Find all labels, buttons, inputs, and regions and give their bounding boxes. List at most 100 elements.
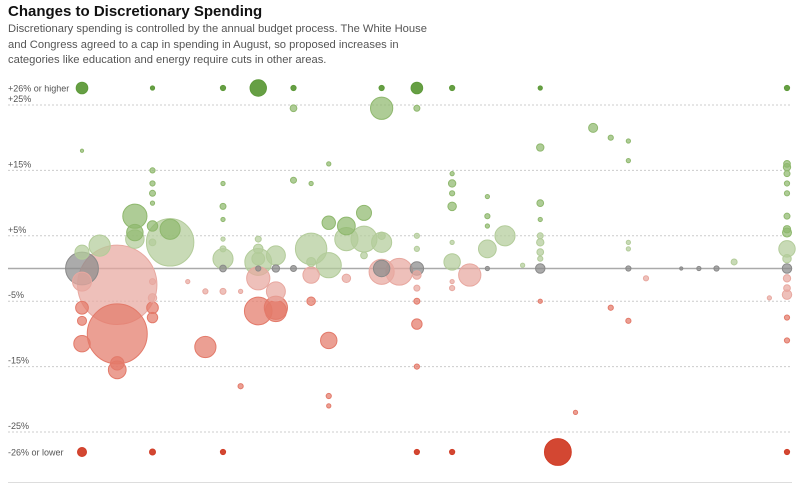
data-point[interactable] [449, 171, 455, 177]
data-point[interactable] [536, 248, 545, 257]
data-point[interactable] [306, 296, 316, 306]
data-point[interactable] [783, 84, 791, 92]
data-point[interactable] [413, 448, 420, 456]
data-point[interactable] [449, 239, 455, 245]
data-point[interactable] [413, 245, 420, 252]
data-point[interactable] [149, 189, 156, 197]
data-point[interactable] [73, 334, 91, 353]
data-point[interactable] [783, 314, 791, 321]
data-point[interactable] [535, 263, 546, 274]
data-point[interactable] [320, 331, 338, 350]
data-point[interactable] [254, 235, 262, 243]
data-point[interactable] [220, 216, 226, 223]
data-point[interactable] [220, 236, 226, 242]
data-point[interactable] [520, 262, 526, 268]
data-point[interactable] [537, 255, 544, 262]
data-point[interactable] [194, 335, 217, 359]
data-point[interactable] [265, 245, 286, 266]
data-point[interactable] [271, 264, 281, 273]
data-point[interactable] [202, 288, 209, 295]
data-point[interactable] [449, 84, 456, 92]
data-point[interactable] [484, 265, 490, 272]
data-point[interactable] [543, 438, 572, 466]
data-point[interactable] [290, 265, 297, 272]
data-point[interactable] [537, 298, 543, 304]
data-point[interactable] [290, 84, 297, 92]
data-point[interactable] [478, 239, 497, 259]
data-point[interactable] [484, 223, 490, 229]
data-point[interactable] [149, 167, 156, 174]
data-point[interactable] [783, 190, 791, 197]
data-point[interactable] [360, 251, 368, 260]
data-point[interactable] [378, 84, 385, 92]
data-point[interactable] [449, 190, 456, 197]
data-point[interactable] [264, 299, 287, 323]
data-point[interactable] [308, 180, 314, 187]
data-point[interactable] [625, 265, 632, 272]
data-point[interactable] [642, 275, 650, 282]
data-point[interactable] [219, 245, 227, 253]
data-point[interactable] [88, 234, 111, 257]
data-point[interactable] [159, 218, 181, 240]
data-point[interactable] [413, 232, 420, 239]
data-point[interactable] [783, 284, 791, 292]
data-point[interactable] [447, 179, 457, 188]
data-point[interactable] [237, 383, 244, 390]
data-point[interactable] [325, 392, 332, 400]
data-point[interactable] [413, 104, 421, 112]
data-point[interactable] [413, 284, 421, 292]
data-point[interactable] [410, 81, 424, 95]
data-point[interactable] [783, 212, 791, 220]
data-point[interactable] [75, 300, 89, 315]
data-point[interactable] [146, 301, 159, 315]
data-point[interactable] [219, 287, 227, 295]
data-point[interactable] [219, 202, 227, 210]
data-point[interactable] [219, 448, 227, 456]
data-point[interactable] [782, 225, 792, 234]
data-point[interactable] [326, 403, 332, 409]
data-point[interactable] [219, 84, 227, 92]
data-point[interactable] [341, 273, 352, 284]
data-point[interactable] [766, 295, 772, 301]
data-point[interactable] [730, 258, 738, 266]
data-point[interactable] [783, 180, 791, 187]
data-point[interactable] [494, 225, 516, 247]
data-point[interactable] [625, 317, 632, 324]
data-point[interactable] [536, 143, 545, 152]
data-point[interactable] [782, 253, 792, 264]
data-point[interactable] [72, 271, 92, 292]
data-point[interactable] [321, 215, 336, 230]
data-point[interactable] [782, 274, 792, 283]
data-point[interactable] [537, 85, 543, 91]
data-point[interactable] [149, 85, 156, 91]
data-point[interactable] [289, 104, 298, 113]
data-point[interactable] [588, 122, 599, 133]
data-point[interactable] [625, 246, 631, 252]
data-point[interactable] [458, 263, 482, 287]
data-point[interactable] [537, 216, 543, 223]
data-point[interactable] [625, 138, 631, 144]
data-point[interactable] [572, 409, 579, 416]
data-point[interactable] [377, 231, 386, 240]
data-point[interactable] [337, 216, 356, 236]
data-point[interactable] [253, 243, 264, 255]
data-point[interactable] [265, 281, 286, 302]
data-point[interactable] [306, 256, 317, 267]
data-point[interactable] [679, 266, 684, 271]
data-point[interactable] [412, 270, 422, 280]
data-point[interactable] [126, 223, 144, 242]
data-point[interactable] [77, 447, 87, 457]
data-point[interactable] [449, 278, 455, 285]
data-point[interactable] [372, 259, 391, 278]
data-point[interactable] [251, 251, 266, 266]
data-point[interactable] [607, 304, 614, 311]
data-point[interactable] [356, 204, 372, 221]
data-point[interactable] [536, 238, 545, 247]
data-point[interactable] [607, 134, 614, 141]
data-point[interactable] [536, 232, 544, 240]
data-point[interactable] [449, 285, 456, 292]
data-point[interactable] [147, 293, 158, 303]
data-point[interactable] [238, 288, 244, 295]
data-point[interactable] [625, 157, 631, 164]
data-point[interactable] [77, 315, 87, 326]
